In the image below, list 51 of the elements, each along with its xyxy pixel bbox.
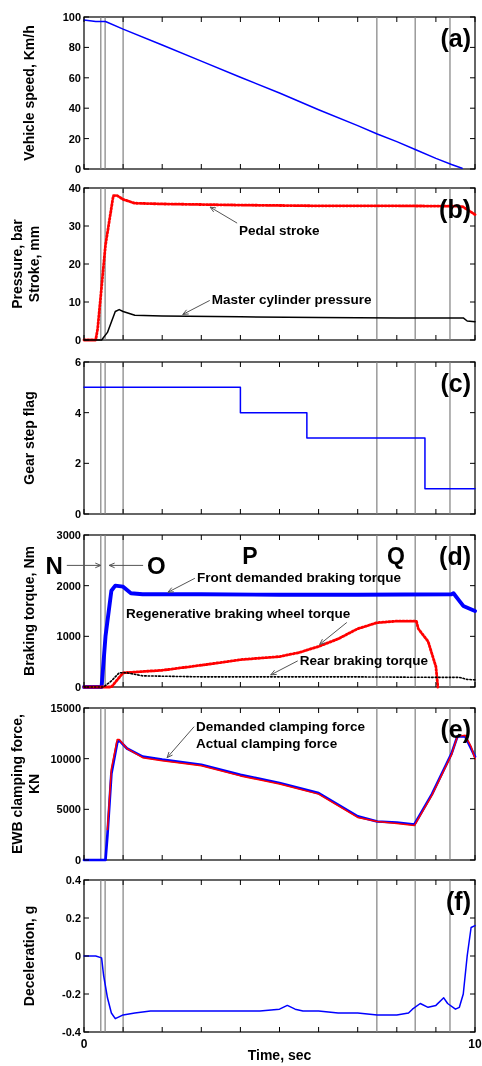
y-tick-label: 1000 bbox=[56, 630, 81, 643]
y-tick-label: 0 bbox=[74, 950, 81, 962]
y-axis-title: EWB clamping force, KN bbox=[9, 713, 42, 855]
y-tick-label: 100 bbox=[62, 11, 81, 23]
y-tick-label: 2000 bbox=[56, 579, 81, 592]
y-tick-label: 0 bbox=[74, 508, 81, 520]
annotation: Front demanded braking torque bbox=[196, 570, 402, 586]
y-tick-label: 80 bbox=[68, 41, 81, 54]
y-tick-label: 3000 bbox=[56, 529, 81, 541]
annotation: (e) bbox=[440, 715, 471, 743]
annotation: (f) bbox=[446, 887, 471, 915]
y-tick-label: 40 bbox=[68, 182, 81, 194]
y-tick-label: 40 bbox=[68, 102, 81, 115]
annotation: Pedal stroke bbox=[239, 223, 320, 239]
y-tick-label: 6 bbox=[74, 356, 81, 368]
y-tick-label: -0.4 bbox=[62, 1026, 82, 1038]
annotation: Demanded clamping force bbox=[196, 718, 366, 734]
y-tick-label: 15000 bbox=[50, 702, 81, 714]
y-tick-label: 30 bbox=[68, 220, 81, 232]
y-tick-label: 60 bbox=[68, 71, 81, 84]
annotation: Master cylinder pressure bbox=[211, 292, 373, 308]
annotation: (d) bbox=[439, 542, 471, 570]
y-tick-label: 10 bbox=[68, 296, 81, 308]
y-tick-label: 0 bbox=[74, 334, 81, 346]
annotation: (a) bbox=[440, 24, 471, 52]
y-axis-title: Deceleration, g bbox=[21, 905, 37, 1007]
y-tick-label: 0 bbox=[74, 163, 81, 175]
y-tick-label: -0.2 bbox=[62, 988, 81, 1000]
annotation: P bbox=[242, 542, 258, 569]
y-tick-label: 0 bbox=[74, 854, 81, 866]
ref-line-label: O bbox=[147, 552, 166, 580]
annotation: Actual clamping force bbox=[196, 735, 338, 751]
y-tick-label: 4 bbox=[74, 406, 82, 419]
y-tick-label: 5000 bbox=[56, 803, 81, 816]
ref-line-label: N bbox=[45, 552, 63, 580]
y-axis-title: Pressure, bar Stroke, mm bbox=[9, 218, 42, 309]
y-tick-label: 20 bbox=[68, 258, 81, 270]
annotation: Regenerative braking wheel torque bbox=[126, 606, 351, 622]
y-tick-label: 10000 bbox=[50, 752, 81, 765]
y-tick-label: 2 bbox=[74, 457, 81, 470]
y-tick-label: 0.4 bbox=[65, 874, 82, 886]
y-axis-title: Vehicle speed, Km/h bbox=[21, 25, 37, 161]
x-axis-title: Time, sec bbox=[247, 1047, 312, 1063]
y-axis-title: Braking torque, Nm bbox=[21, 546, 37, 676]
annotation: Rear braking torque bbox=[299, 652, 429, 668]
y-tick-label: 0 bbox=[74, 681, 81, 693]
y-axis-title: Gear step flag bbox=[21, 391, 37, 485]
annotation: (c) bbox=[440, 369, 471, 397]
annotation: Q bbox=[387, 542, 405, 569]
y-tick-label: 0.2 bbox=[65, 912, 81, 924]
y-tick-label: 20 bbox=[68, 132, 81, 145]
